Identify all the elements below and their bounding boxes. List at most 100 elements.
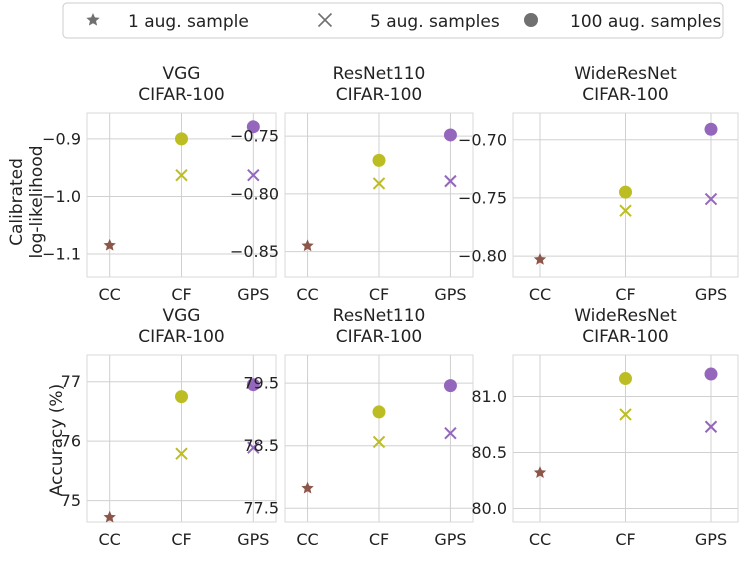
point-100-samples-gps — [443, 379, 457, 393]
panel-title-line: CIFAR-100 — [582, 85, 668, 105]
plot-frame — [86, 112, 277, 278]
y-tick-label: 76 — [61, 432, 81, 451]
x-tick-label-gps: GPS — [695, 285, 727, 304]
panel-title-line: WideResNet — [574, 306, 677, 326]
y-tick-label: 77 — [61, 372, 81, 391]
x-tick-label-cf: CF — [615, 530, 635, 549]
y-tick-label: −0.75 — [458, 188, 507, 207]
panel-title-line: VGG — [163, 306, 201, 326]
x-tick-label-cc: CC — [529, 285, 551, 304]
y-tick-label: −0.80 — [230, 184, 279, 203]
row-label-log-likelihood: log-likelihood — [27, 145, 47, 258]
x-tick-label-gps: GPS — [434, 530, 466, 549]
point-1-sample-cc — [533, 253, 547, 265]
point-5-samples-gps — [444, 174, 457, 188]
point-5-samples-cf — [619, 408, 632, 421]
legend-label-5-samples: 5 aug. samples — [370, 12, 500, 32]
y-tick-label: −0.75 — [230, 127, 279, 146]
plot-frame — [86, 354, 277, 523]
legend-label-1-sample: 1 aug. sample — [128, 12, 249, 32]
point-1-sample-cc — [301, 239, 314, 252]
legend-label-100-samples: 100 aug. samples — [570, 12, 721, 32]
x-tick-label-gps: GPS — [237, 530, 269, 549]
y-tick-label: 81.0 — [471, 387, 507, 406]
panel-title-line: WideResNet — [574, 64, 677, 84]
x-tick-label-gps: GPS — [695, 530, 727, 549]
x-tick-label-cc: CC — [529, 530, 551, 549]
y-tick-label: −0.70 — [458, 130, 507, 149]
plot-frame — [284, 354, 474, 523]
panel-title-line: CIFAR-100 — [138, 85, 224, 105]
panel-title-line: VGG — [163, 64, 201, 84]
y-tick-label: 79.5 — [243, 374, 279, 393]
point-1-sample-cc — [103, 238, 116, 251]
point-5-samples-cf — [175, 168, 188, 182]
panel-title-line: ResNet110 — [333, 64, 426, 84]
y-tick-label: −0.9 — [42, 129, 81, 148]
point-5-samples-gps — [444, 426, 457, 440]
x-tick-label-cf: CF — [369, 285, 389, 304]
y-tick-label: −1.0 — [42, 187, 81, 206]
plot-frame — [512, 112, 739, 278]
x-tick-label-gps: GPS — [434, 285, 466, 304]
panel-title-line: CIFAR-100 — [582, 327, 668, 347]
point-100-samples-gps — [246, 120, 260, 134]
x-tick-label-cf: CF — [171, 530, 191, 549]
x-tick-label-cc: CC — [296, 285, 318, 304]
point-1-sample-cc — [103, 510, 116, 523]
legend-star-marker — [86, 13, 100, 26]
point-100-samples-cf — [175, 132, 188, 146]
legend-circle-marker — [524, 13, 538, 27]
point-100-samples-cf — [619, 185, 632, 199]
y-tick-label: 80.0 — [471, 499, 507, 518]
y-tick-label: 75 — [61, 491, 81, 510]
point-5-samples-cf — [372, 177, 386, 190]
legend: 1 aug. sample 5 aug. samples 100 aug. sa… — [62, 2, 724, 39]
y-tick-label: 78.5 — [243, 436, 279, 455]
legend-frame — [62, 2, 724, 39]
point-100-samples-cf — [175, 390, 188, 404]
panel-title-line: CIFAR-100 — [138, 327, 224, 347]
point-5-samples-cf — [619, 204, 632, 217]
x-tick-label-gps: GPS — [237, 285, 269, 304]
y-tick-label: −0.85 — [230, 242, 279, 261]
point-100-samples-gps — [704, 367, 718, 381]
panel-title-line: CIFAR-100 — [336, 85, 422, 105]
point-5-samples-gps — [704, 192, 718, 206]
point-100-samples-gps — [246, 378, 260, 392]
x-tick-label-cc: CC — [296, 530, 318, 549]
point-5-samples-cf — [372, 435, 386, 449]
point-100-samples-cf — [372, 405, 386, 419]
point-100-samples-gps — [704, 122, 718, 136]
y-tick-label: 80.5 — [471, 443, 507, 462]
point-100-samples-cf — [372, 153, 386, 167]
point-100-samples-gps — [443, 128, 457, 142]
point-5-samples-gps — [704, 420, 718, 433]
point-5-samples-gps — [247, 168, 260, 182]
panel-title-line: CIFAR-100 — [336, 327, 422, 347]
point-1-sample-cc — [301, 481, 314, 494]
row-label-calibrated: Calibrated — [7, 158, 27, 246]
row-label-accuracy: Accuracy (%) — [47, 384, 67, 496]
legend-x-marker — [317, 12, 333, 28]
x-tick-label-cf: CF — [171, 285, 191, 304]
x-tick-label-cc: CC — [99, 285, 121, 304]
y-tick-label: −0.80 — [458, 247, 507, 266]
plot-frame — [284, 112, 474, 278]
point-100-samples-cf — [619, 372, 632, 386]
point-5-samples-cf — [175, 447, 188, 460]
x-tick-label-cc: CC — [99, 530, 121, 549]
plot-frame — [512, 354, 739, 523]
point-5-samples-gps — [247, 441, 260, 454]
panel-title-line: ResNet110 — [333, 306, 426, 326]
point-1-sample-cc — [533, 466, 547, 478]
y-tick-label: −1.1 — [42, 244, 81, 263]
